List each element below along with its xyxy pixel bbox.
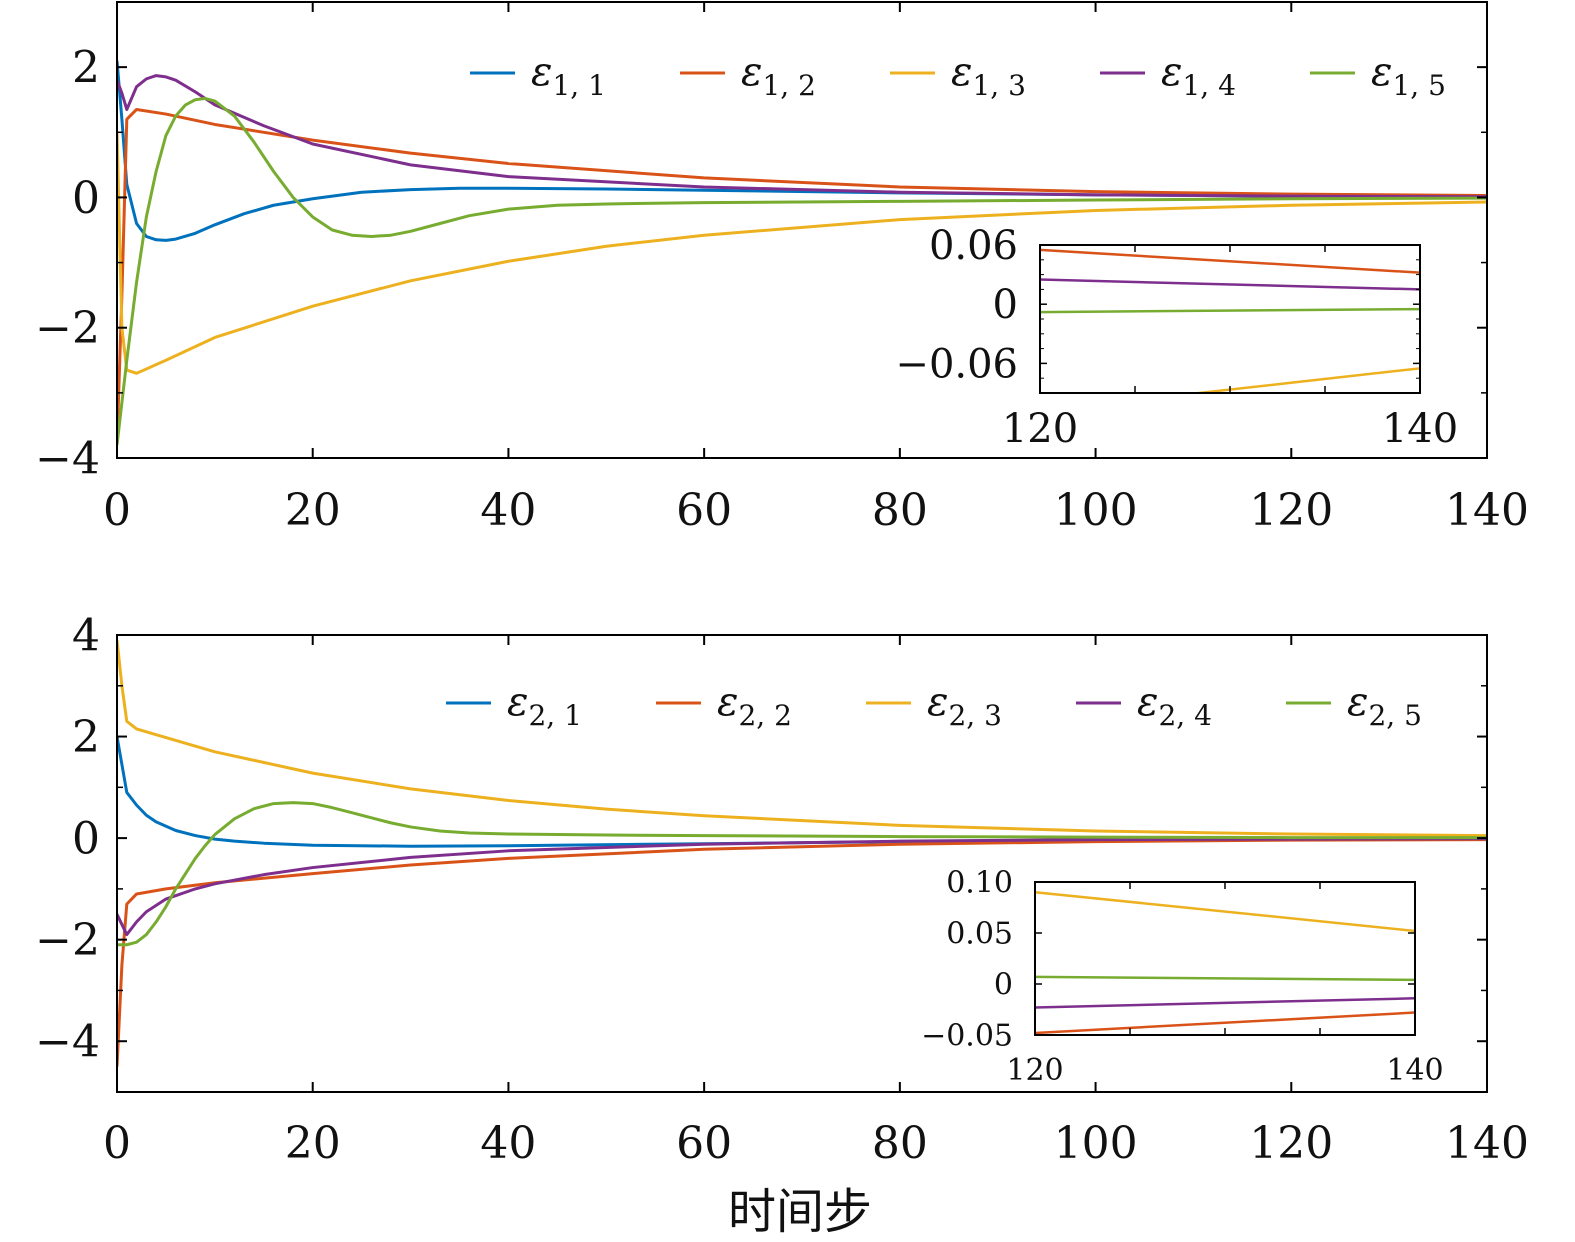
inset-y-tick-label: 0.05 bbox=[946, 917, 1013, 952]
inset-y-tick-label: −0.05 bbox=[921, 1019, 1013, 1054]
x-tick-label: 40 bbox=[480, 485, 536, 536]
inset-x-tick-label: 140 bbox=[1382, 406, 1458, 452]
series-line-5 bbox=[117, 801, 1487, 947]
legend: ε1, 1 ε1, 2 ε1, 3 ε1, 4 ε1, 5 bbox=[470, 49, 1446, 102]
x-tick-label: 120 bbox=[1249, 485, 1333, 536]
legend-label: ε2, 2 bbox=[717, 679, 792, 732]
inset-y-tick-label: 0.06 bbox=[929, 223, 1018, 269]
inset-chart: 120 140 0.06 0 −0.06 bbox=[895, 223, 1458, 452]
x-tick-label: 40 bbox=[480, 1118, 536, 1169]
series-line-2 bbox=[117, 107, 1487, 446]
legend-label: ε1, 5 bbox=[1371, 49, 1446, 102]
series-line-4 bbox=[117, 74, 1487, 199]
inset-series-line-2 bbox=[1040, 278, 1420, 291]
y-tick-label: −2 bbox=[35, 303, 100, 354]
inset-series-line-1 bbox=[1040, 248, 1420, 274]
legend-label: ε2, 1 bbox=[507, 679, 582, 732]
series-line-3 bbox=[117, 639, 1487, 838]
series-line-4 bbox=[117, 837, 1487, 937]
inset-series-line-3 bbox=[1035, 997, 1415, 1009]
y-tick-label: 0 bbox=[72, 173, 100, 224]
x-tick-label: 0 bbox=[103, 1118, 131, 1169]
series-line-2 bbox=[117, 838, 1487, 1067]
inset-y-tick-label: 0.10 bbox=[946, 866, 1013, 901]
legend-label: ε2, 3 bbox=[927, 679, 1002, 732]
inset-chart: 120 140 0.10 0.05 0 −0.05 bbox=[921, 866, 1444, 1089]
inset-series-line-4 bbox=[1035, 1011, 1415, 1035]
x-tick-label: 80 bbox=[872, 1118, 928, 1169]
y-tick-label: −4 bbox=[35, 1017, 100, 1068]
x-tick-label: 100 bbox=[1054, 1118, 1138, 1169]
x-tick-label: 100 bbox=[1054, 485, 1138, 536]
inset-x-tick-label: 120 bbox=[1002, 406, 1078, 452]
x-tick-label: 60 bbox=[676, 1118, 732, 1169]
inset-y-tick-label: 0 bbox=[994, 968, 1013, 1003]
y-tick-label: 2 bbox=[72, 712, 100, 763]
x-tick-label: 80 bbox=[872, 485, 928, 536]
y-tick-label: 0 bbox=[72, 814, 100, 865]
legend-label: ε2, 4 bbox=[1137, 679, 1212, 732]
legend-label: ε1, 2 bbox=[741, 49, 816, 102]
y-tick-label: −4 bbox=[35, 433, 100, 484]
legend-label: ε1, 3 bbox=[951, 49, 1026, 102]
legend: ε2, 1 ε2, 2 ε2, 3 ε2, 4 ε2, 5 bbox=[446, 679, 1422, 732]
inset-x-tick-label: 140 bbox=[1386, 1053, 1443, 1088]
inset-series-line-2 bbox=[1035, 975, 1415, 982]
x-tick-label: 20 bbox=[285, 1118, 341, 1169]
x-tick-label: 0 bbox=[103, 485, 131, 536]
inset-series-line-3 bbox=[1040, 307, 1420, 314]
x-tick-label: 140 bbox=[1445, 1118, 1529, 1169]
x-tick-label: 60 bbox=[676, 485, 732, 536]
inset-y-tick-label: −0.06 bbox=[895, 341, 1018, 387]
series-line-5 bbox=[117, 96, 1487, 446]
inset-series-line-1 bbox=[1035, 890, 1415, 933]
inset-y-tick-label: 0 bbox=[993, 282, 1018, 328]
x-tick-label: 20 bbox=[285, 485, 341, 536]
plot-frame bbox=[116, 1, 1488, 459]
x-axis-label: 时间步 bbox=[728, 1184, 872, 1240]
y-tick-label: −2 bbox=[35, 915, 100, 966]
y-tick-label: 4 bbox=[72, 610, 100, 661]
series-line-1 bbox=[117, 736, 1487, 848]
legend-label: ε2, 5 bbox=[1347, 679, 1422, 732]
x-tick-label: 140 bbox=[1445, 485, 1529, 536]
y-tick-label: 2 bbox=[72, 43, 100, 94]
chart-bottom: 0 20 40 60 80 100 120 140 −4 −2 0 2 4 ε2, 1 ε2, 2 ε2, 3… bbox=[35, 610, 1529, 1169]
inset-x-tick-label: 120 bbox=[1006, 1053, 1063, 1088]
legend-label: ε1, 1 bbox=[531, 49, 606, 102]
plot-frame bbox=[116, 634, 1488, 1093]
x-tick-label: 120 bbox=[1249, 1118, 1333, 1169]
legend-label: ε1, 4 bbox=[1161, 49, 1236, 102]
series-line-3 bbox=[117, 132, 1487, 375]
